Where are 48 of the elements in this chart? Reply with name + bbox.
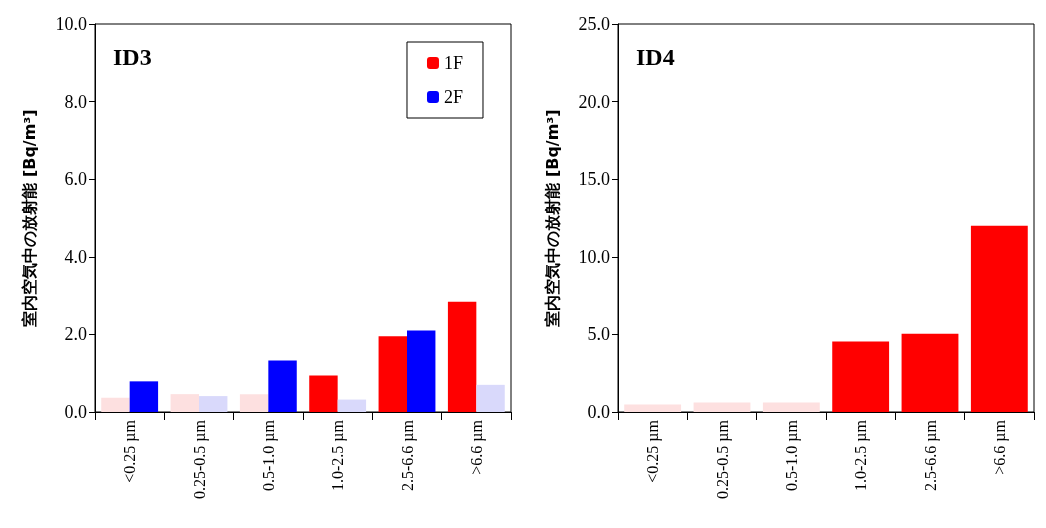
- y-tick-label: 10.0: [55, 14, 87, 34]
- x-tick-label: 1.0-2.5 µm: [329, 419, 348, 491]
- bar: [337, 399, 367, 412]
- bar: [476, 384, 505, 412]
- legend-label: 1F: [443, 53, 463, 73]
- y-axis-title: 室内空気中の放射能 [Bq/m³]: [19, 109, 39, 327]
- bar: [309, 375, 338, 412]
- y-tick-label: 8.0: [64, 91, 87, 112]
- y-tick-label: 6.0: [64, 169, 87, 190]
- y-tick-label: 20.0: [578, 91, 610, 112]
- y-tick-label: 25.0: [578, 14, 610, 34]
- bar: [624, 404, 682, 412]
- y-axis-title: 室内空気中の放射能 [Bq/m³]: [542, 109, 562, 327]
- x-tick-label: 2.5-6.6 µm: [921, 419, 940, 491]
- x-tick-label: 1.0-2.5 µm: [852, 419, 871, 491]
- x-tick-label: >6.6 µm: [990, 419, 1009, 475]
- bar: [268, 360, 297, 412]
- x-tick-label: 0.5-1.0 µm: [782, 419, 801, 491]
- y-tick-label: 5.0: [587, 324, 610, 345]
- bar: [901, 333, 959, 412]
- bar: [762, 402, 820, 412]
- y-tick-label: 0.0: [64, 402, 87, 422]
- x-tick-label: >6.6 µm: [467, 419, 486, 475]
- text: ID4: [636, 44, 675, 70]
- bar: [407, 330, 436, 412]
- bar: [239, 394, 269, 412]
- x-tick-label: 2.5-6.6 µm: [398, 419, 417, 491]
- bar: [101, 397, 130, 412]
- y-tick-label: 4.0: [64, 246, 87, 267]
- bar: [199, 396, 228, 412]
- bar: [378, 336, 407, 412]
- text: ID3: [113, 44, 152, 70]
- x-tick-label: <0.25 µm: [121, 419, 140, 483]
- legend-label: 2F: [443, 87, 463, 107]
- bar: [129, 381, 159, 412]
- y-tick-label: 0.0: [587, 402, 610, 422]
- y-tick-label: 10.0: [578, 246, 610, 267]
- y-tick-label: 2.0: [64, 324, 87, 345]
- bar: [447, 301, 477, 412]
- bar: [832, 341, 890, 412]
- bar: [693, 402, 751, 412]
- y-tick-label: 15.0: [578, 169, 610, 190]
- x-tick-label: 0.25-0.5 µm: [713, 419, 732, 499]
- bar: [970, 225, 1028, 412]
- x-tick-label: 0.25-0.5 µm: [190, 419, 209, 499]
- x-tick-label: <0.25 µm: [644, 419, 663, 483]
- bar: [170, 394, 199, 412]
- x-tick-label: 0.5-1.0 µm: [259, 419, 278, 491]
